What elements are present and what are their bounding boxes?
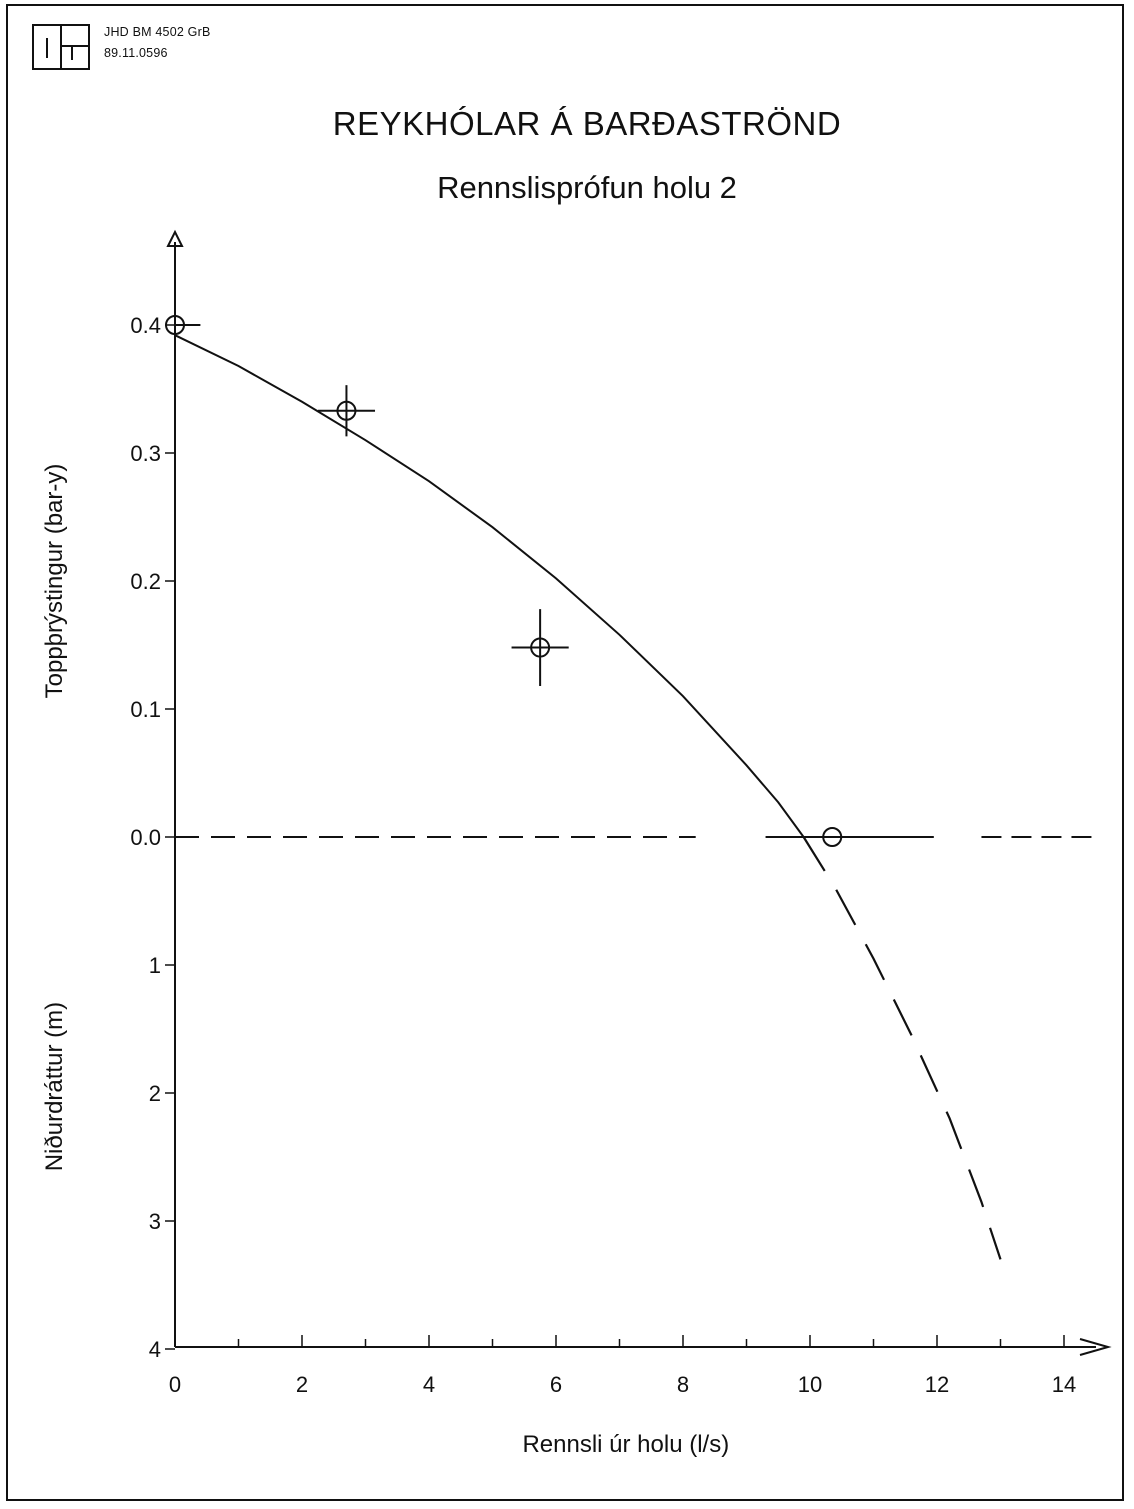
- axes: [165, 229, 1112, 1356]
- x-tick-label: 4: [423, 1372, 435, 1397]
- y-upper-tick-label: 0.4: [130, 313, 161, 338]
- y-lower-tick-label: 2: [149, 1081, 161, 1106]
- point-marker: [336, 400, 357, 421]
- data-point: [765, 827, 934, 847]
- page-border: [6, 4, 1124, 1501]
- y-axis-arrow: [166, 229, 184, 247]
- y-upper-tick-label: 0.0: [130, 825, 161, 850]
- point-marker: [165, 315, 185, 335]
- institution-logo: [32, 24, 90, 70]
- y-upper-tick-label: 0.3: [130, 441, 161, 466]
- data-point: [165, 315, 201, 335]
- y-axis-label-upper: Toppþrýstingur (bar-y): [41, 464, 68, 699]
- fit-curve-solid: [174, 334, 805, 838]
- x-tick-label: 6: [550, 1372, 562, 1397]
- x-tick-label: 0: [169, 1372, 181, 1397]
- y-lower-tick-label: 4: [149, 1337, 161, 1362]
- x-tick-label: 10: [798, 1372, 822, 1397]
- y-lower-tick-label: 1: [149, 953, 161, 978]
- x-tick-label: 14: [1052, 1372, 1076, 1397]
- x-axis-label: Rennsli úr holu (l/s): [522, 1431, 729, 1458]
- chart-subtitle: Rennslisprófun holu 2: [437, 170, 737, 205]
- y-axis-label-lower: Niðurdráttur (m): [41, 1002, 68, 1171]
- x-axis-arrow: [1079, 1338, 1112, 1356]
- point-marker: [822, 827, 843, 847]
- y-upper-tick-label: 0.2: [130, 569, 161, 594]
- y-upper-tick-label: 0.1: [130, 697, 161, 722]
- fit-curve-dashed: [802, 836, 1002, 1260]
- data-points: [165, 315, 934, 847]
- data-point: [511, 609, 569, 686]
- document-id: JHD BM 4502 GrB: [104, 25, 211, 39]
- y-lower-tick-label: 3: [149, 1209, 161, 1234]
- document-date: 89.11.0596: [104, 46, 168, 60]
- fit-curves: [174, 334, 1002, 1260]
- x-tick-label: 8: [677, 1372, 689, 1397]
- x-tick-label: 2: [296, 1372, 308, 1397]
- data-point: [317, 385, 376, 437]
- chart-title: REYKHÓLAR Á BARÐASTRÖND: [332, 105, 842, 142]
- x-tick-label: 12: [925, 1372, 949, 1397]
- point-marker: [530, 637, 551, 658]
